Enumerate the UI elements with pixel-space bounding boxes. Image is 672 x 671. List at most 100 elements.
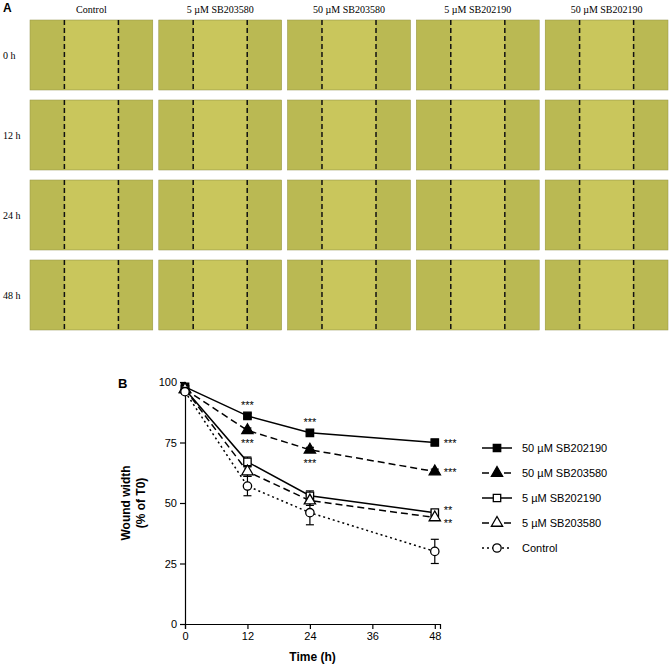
marker [242,465,253,475]
cell-layer [247,20,281,90]
series-line [185,389,435,512]
micrograph-background [545,180,668,250]
wound-edge [579,260,581,330]
cell-layer [159,180,193,250]
marker [429,465,440,475]
column-header: 50 µM SB203580 [313,4,385,15]
micrograph [159,100,282,170]
tick-label: 48 [429,630,441,642]
cell-layer [634,20,668,90]
legend-item: 50 µM SB202190 [482,442,607,454]
wound-edge [321,180,323,250]
marker [304,443,315,453]
cell-layer [30,180,64,250]
error-bar-cap [243,476,251,477]
micrograph [416,100,539,170]
cell-layer [30,260,64,330]
wound-edge [375,180,377,250]
cell-layer [118,260,152,330]
column-header: Control [76,4,107,15]
cell-layer [247,260,281,330]
cell-layer [159,20,193,90]
tick: 0 [182,624,188,642]
significance-label: *** [303,416,317,428]
legend-marker [491,516,502,526]
micrograph [30,180,153,250]
micrograph [545,100,668,170]
wound-edge [192,100,194,170]
wound-edge [450,100,452,170]
wound-edge [246,260,248,330]
micrograph [30,20,153,90]
cell-layer [376,180,410,250]
micrograph [159,20,282,90]
micrograph-background [416,20,539,90]
marker [431,439,438,446]
cell-layer [118,180,152,250]
wound-edge [504,100,506,170]
micrograph [288,180,411,250]
tick-label: 25 [165,558,177,570]
row-label: 0 h [3,50,16,61]
cell-layer [545,180,579,250]
tick-label: 24 [304,630,316,642]
micrograph [545,260,668,330]
tick-label: 50 [165,497,177,509]
cell-layer [416,20,450,90]
tick-label: 12 [242,630,254,642]
wound-edge [192,180,194,250]
tick: 48 [429,624,441,642]
micrograph-background [288,180,411,250]
marker [429,511,440,521]
legend-label: 5 µM SB202190 [522,492,601,504]
micrograph [545,20,668,90]
annotations: ********************** [241,399,457,529]
tick-label: 0 [171,618,177,630]
wound-edge [579,180,581,250]
wound-edge [579,20,581,90]
tick: 24 [304,624,316,642]
cell-layer [288,180,322,250]
wound-edge [450,180,452,250]
significance-label: *** [303,457,317,469]
cell-layer [634,260,668,330]
wound-edge [504,180,506,250]
wound-edge [118,100,120,170]
axis-line [180,383,186,625]
tick: 25 [165,558,185,570]
cell-layer [416,260,450,330]
cell-layer [545,20,579,90]
series-line [185,389,435,517]
micrograph-background [30,180,153,250]
error-bar-cap [306,490,314,491]
cell-layer [505,260,539,330]
tick-label: 100 [159,376,177,388]
significance-label: *** [444,437,458,449]
column-header: 5 µM SB202190 [444,4,511,15]
cell-layer [505,180,539,250]
cell-layer [247,180,281,250]
wound-edge [246,20,248,90]
micrograph [288,100,411,170]
tick: 0 [171,618,185,630]
x-axis-title: Time (h) [289,650,335,664]
micrograph [288,20,411,90]
wound-edge [118,260,120,330]
error-bar-cap [431,539,439,540]
micrograph [545,180,668,250]
marker [306,508,314,516]
y-axis: 0255075100 [159,376,186,630]
cell-layer [505,100,539,170]
figure: AControl5 µM SB20358050 µM SB2035805 µM … [0,0,672,671]
wound-edge [64,180,66,250]
cell-layer [416,100,450,170]
series-line [185,389,435,471]
cell-layer [505,20,539,90]
series-line [185,392,435,552]
marker [181,387,189,395]
micrograph [416,260,539,330]
micrograph-background [545,260,668,330]
marker [244,412,251,419]
cell-layer [288,100,322,170]
error-bar-cap [306,524,314,525]
